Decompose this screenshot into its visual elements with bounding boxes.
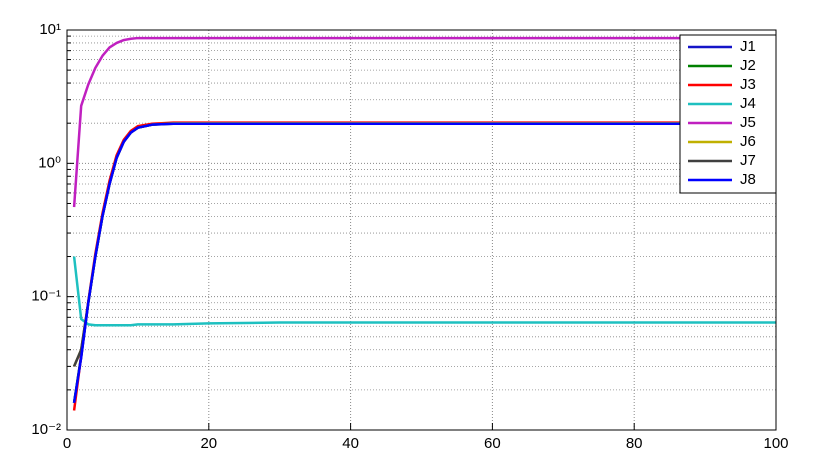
y-tick-label: 10⁻¹: [31, 288, 61, 305]
x-tick-label: 40: [342, 435, 359, 452]
series-line: [72, 36, 776, 208]
legend-box: [679, 34, 777, 194]
plot-area: [67, 30, 776, 430]
legend-label: J8: [740, 171, 756, 188]
series-line: [72, 122, 776, 403]
legend-label: J7: [740, 152, 756, 169]
x-tick-label: 0: [63, 435, 71, 452]
legend-label: J6: [740, 133, 756, 150]
frame: [66, 29, 777, 431]
y-tick-label: 10⁰: [38, 154, 61, 171]
legend-label: J4: [740, 95, 756, 112]
x-tick-label: 60: [484, 435, 501, 452]
y-tick-label: 10¹: [39, 21, 61, 38]
y-tick-label: 10⁻²: [31, 421, 61, 438]
legend-label: J1: [740, 38, 756, 55]
x-tick-label: 100: [763, 435, 788, 452]
series-line: [72, 256, 776, 327]
legend-label: J3: [740, 76, 756, 93]
x-tick-label: 80: [626, 435, 643, 452]
legend-label: J5: [740, 114, 756, 131]
legend-label: J2: [740, 57, 756, 74]
x-tick-label: 20: [200, 435, 217, 452]
